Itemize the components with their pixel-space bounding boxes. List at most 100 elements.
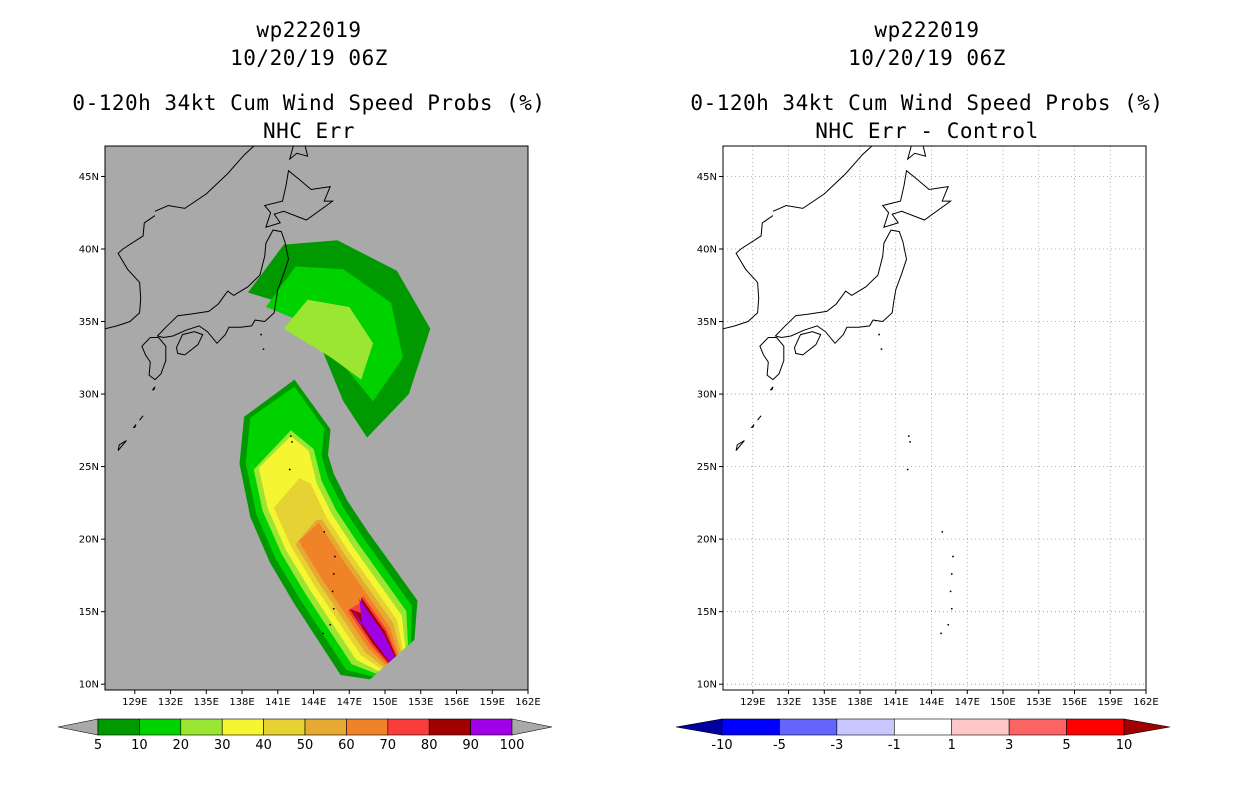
right-colorbar-swatch-4 <box>951 718 1010 736</box>
right-lat-label-30N: 30N <box>697 390 717 401</box>
right-colorbar: -10 -5 -3 -1 1 3 5 10 <box>675 718 1171 753</box>
left-colorbar-swatch-0 <box>97 718 140 736</box>
right-coast-russia <box>772 145 873 212</box>
left-coast-honshu <box>156 229 290 345</box>
left-coast-ryukyu-3 <box>132 424 137 428</box>
left-coast-russia <box>154 145 255 212</box>
right-colorbar-swatch-3 <box>893 718 953 736</box>
right-title-subtitle: NHC Err - Control <box>815 119 1039 143</box>
left-title-subtitle: NHC Err <box>262 119 355 143</box>
left-small-island-9 <box>332 573 335 575</box>
right-small-island-6 <box>947 623 950 626</box>
left-colorbar-label-7: 70 <box>380 738 397 753</box>
right-colorbar-swatch-5 <box>1008 718 1067 736</box>
left-panel: wp222019 10/20/19 06Z 0-120h 34kt Cum Wi… <box>57 18 553 753</box>
left-small-island-7 <box>322 632 324 635</box>
right-map-frame-group: 10N 15N 20N 25N 30N 35N 40N 45N 129E 132E 135E 138E… <box>697 145 1159 708</box>
left-lon-label-129E: 129E <box>122 697 147 708</box>
right-colorbar-label-2: -3 <box>830 738 843 753</box>
right-coast-shikoku <box>793 331 822 356</box>
left-coast-hokkaido <box>263 169 335 228</box>
right-title-product: 0-120h 34kt Cum Wind Speed Probs (%) <box>690 91 1164 115</box>
right-colorbar-swatch-6 <box>1066 718 1125 736</box>
left-colorbar-label-10: 100 <box>500 738 525 753</box>
left-map-border <box>104 145 529 691</box>
left-lat-label-20N: 20N <box>79 535 99 546</box>
left-colorbar-label-8: 80 <box>421 738 438 753</box>
left-colorbar-label-2: 20 <box>173 738 190 753</box>
left-title-product: 0-120h 34kt Cum Wind Speed Probs (%) <box>72 91 546 115</box>
left-coast-korea <box>104 215 156 330</box>
left-lon-label-153E: 153E <box>408 697 433 708</box>
left-lon-label-156E: 156E <box>444 697 469 708</box>
right-ocean-background <box>723 146 1146 690</box>
right-lon-label-138E: 138E <box>847 697 872 708</box>
right-title-time: 10/20/19 06Z <box>848 46 1006 70</box>
left-lon-label-141E: 141E <box>265 697 290 708</box>
right-lon-label-132E: 132E <box>776 697 801 708</box>
left-lon-label-159E: 159E <box>480 697 505 708</box>
left-coast-kyushu <box>141 337 167 381</box>
right-coast-sakhalin <box>906 145 927 161</box>
right-colorbar-arrow-low <box>675 718 723 736</box>
left-coast-ryukyu-0 <box>117 440 127 451</box>
left-lon-label-138E: 138E <box>229 697 254 708</box>
right-lat-label-15N: 15N <box>697 607 717 618</box>
right-small-island-10 <box>949 590 952 593</box>
left-lon-label-135E: 135E <box>194 697 219 708</box>
left-small-island-6 <box>329 623 332 626</box>
left-colorbar-swatch-8 <box>428 718 471 736</box>
right-colorbar-arrow-high <box>1123 718 1171 736</box>
left-colorbar-label-5: 50 <box>297 738 314 753</box>
right-small-island-3 <box>878 333 880 336</box>
right-coast-ryukyu-0 <box>735 440 745 451</box>
right-panel: wp222019 10/20/19 06Z 0-120h 34kt Cum Wi… <box>618 0 1236 800</box>
right-small-island-7 <box>940 632 942 635</box>
right-coast-ryukyu-3 <box>750 424 755 428</box>
right-lat-label-20N: 20N <box>697 535 717 546</box>
right-small-island-9 <box>950 573 953 575</box>
right-colorbar-label-3: -1 <box>888 738 901 753</box>
right-colorbar-swatch-2 <box>836 718 895 736</box>
left-lat-label-45N: 45N <box>79 172 99 183</box>
left-colorbar-swatch-3 <box>221 718 264 736</box>
right-small-island-1 <box>907 435 910 438</box>
left-lat-label-15N: 15N <box>79 607 99 618</box>
left-colorbar-swatch-5 <box>304 718 347 736</box>
right-lon-label-153E: 153E <box>1026 697 1051 708</box>
right-difference-map: 10N 15N 20N 25N 30N 35N 40N 45N 129E 132E 135E 138E… <box>675 145 1171 753</box>
left-small-island-5 <box>332 607 335 610</box>
left-small-island-4 <box>288 468 291 471</box>
left-lat-label-10N: 10N <box>79 680 99 691</box>
left-title-time: 10/20/19 06Z <box>230 46 388 70</box>
right-colorbar-swatch-0 <box>721 718 780 736</box>
left-small-island-0 <box>291 441 293 443</box>
right-title-storm: wp222019 <box>874 18 980 42</box>
right-lat-label-10N: 10N <box>697 680 717 691</box>
left-coast-shikoku <box>175 331 204 356</box>
left-lon-label-144E: 144E <box>301 697 326 708</box>
right-colorbar-label-4: 1 <box>948 738 956 753</box>
right-coast-honshu <box>774 229 908 345</box>
right-lon-label-135E: 135E <box>812 697 837 708</box>
left-small-island-10 <box>331 590 334 593</box>
right-lon-label-156E: 156E <box>1062 697 1087 708</box>
left-colorbar-swatch-9 <box>470 718 513 736</box>
right-lat-label-40N: 40N <box>697 244 717 255</box>
right-lon-label-141E: 141E <box>883 697 908 708</box>
left-prob-lobe-20 <box>283 299 374 380</box>
left-probability-map: 10N 15N 20N 25N 30N 35N 40N 45N 129E 132E 135E 138E… <box>57 145 553 753</box>
left-colorbar-swatch-7 <box>387 718 430 736</box>
left-colorbar-label-9: 90 <box>462 738 479 753</box>
left-colorbar-arrow-high <box>511 718 553 736</box>
left-small-island-3 <box>260 333 262 336</box>
right-colorbar-swatch-1 <box>779 718 838 736</box>
right-lat-label-25N: 25N <box>697 462 717 473</box>
right-small-island-2 <box>880 348 883 350</box>
right-lon-label-159E: 159E <box>1098 697 1123 708</box>
right-small-island-4 <box>906 468 909 471</box>
right-lon-label-129E: 129E <box>740 697 765 708</box>
left-lon-label-150E: 150E <box>372 697 397 708</box>
left-small-island-8 <box>334 555 336 558</box>
left-map-frame-group: 10N 15N 20N 25N 30N 35N 40N 45N 129E 132E 135E 138E… <box>79 145 541 708</box>
